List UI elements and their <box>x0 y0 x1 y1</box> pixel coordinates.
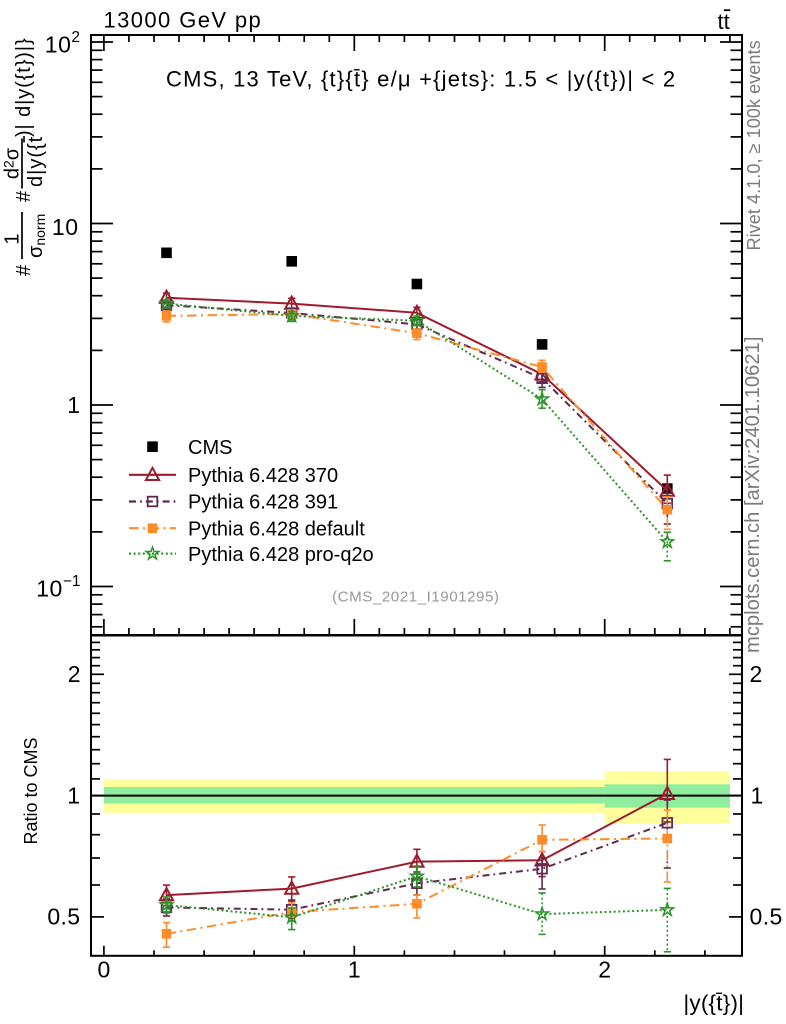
svg-text:1: 1 <box>67 392 80 418</box>
svg-text:Rivet 4.1.0, ≥ 100k events: Rivet 4.1.0, ≥ 100k events <box>744 40 764 250</box>
svg-text:CMS: CMS <box>188 437 232 459</box>
svg-text:1: 1 <box>348 956 361 982</box>
svg-text:102: 102 <box>45 29 80 58</box>
svg-text:2: 2 <box>750 661 763 687</box>
svg-text:)| d|y({t})|}: )| d|y({t})|} <box>13 37 35 137</box>
svg-text:10: 10 <box>52 214 79 240</box>
svg-text:0: 0 <box>98 956 111 982</box>
svg-text:2: 2 <box>598 956 611 982</box>
svg-text:mcplots.cern.ch [arXiv:2401.10: mcplots.cern.ch [arXiv:2401.10621] <box>742 337 764 653</box>
svg-text:Pythia 6.428 391: Pythia 6.428 391 <box>188 492 338 514</box>
svg-text:CMS, 13 TeV, {t}{t̄} e/μ +{jet: CMS, 13 TeV, {t}{t̄} e/μ +{jets}: 1.5 < … <box>166 67 676 92</box>
svg-text:0.5: 0.5 <box>47 904 80 930</box>
svg-text:Pythia 6.428 default: Pythia 6.428 default <box>188 518 365 540</box>
svg-text:0.5: 0.5 <box>750 904 783 930</box>
svg-text:#: # <box>13 264 35 276</box>
svg-text:|y({t̄})|: |y({t̄})| <box>683 990 744 1015</box>
svg-text:tt: tt <box>718 9 730 34</box>
svg-text:d2σ: d2σ <box>1 147 24 179</box>
svg-text:Pythia 6.428 370: Pythia 6.428 370 <box>188 465 338 487</box>
svg-text:1: 1 <box>2 233 24 244</box>
svg-text:2: 2 <box>68 661 81 687</box>
svg-text:13000 GeV pp: 13000 GeV pp <box>104 7 263 32</box>
svg-text:1: 1 <box>67 782 80 808</box>
svg-text:Pythia 6.428 pro-q2o: Pythia 6.428 pro-q2o <box>188 544 374 566</box>
svg-text:d|y({t: d|y({t <box>25 136 47 187</box>
svg-text:1: 1 <box>751 782 764 808</box>
svg-text:#: # <box>13 190 35 202</box>
svg-text:(CMS_2021_I1901295): (CMS_2021_I1901295) <box>332 588 499 605</box>
svg-text:Ratio to CMS: Ratio to CMS <box>21 737 41 844</box>
